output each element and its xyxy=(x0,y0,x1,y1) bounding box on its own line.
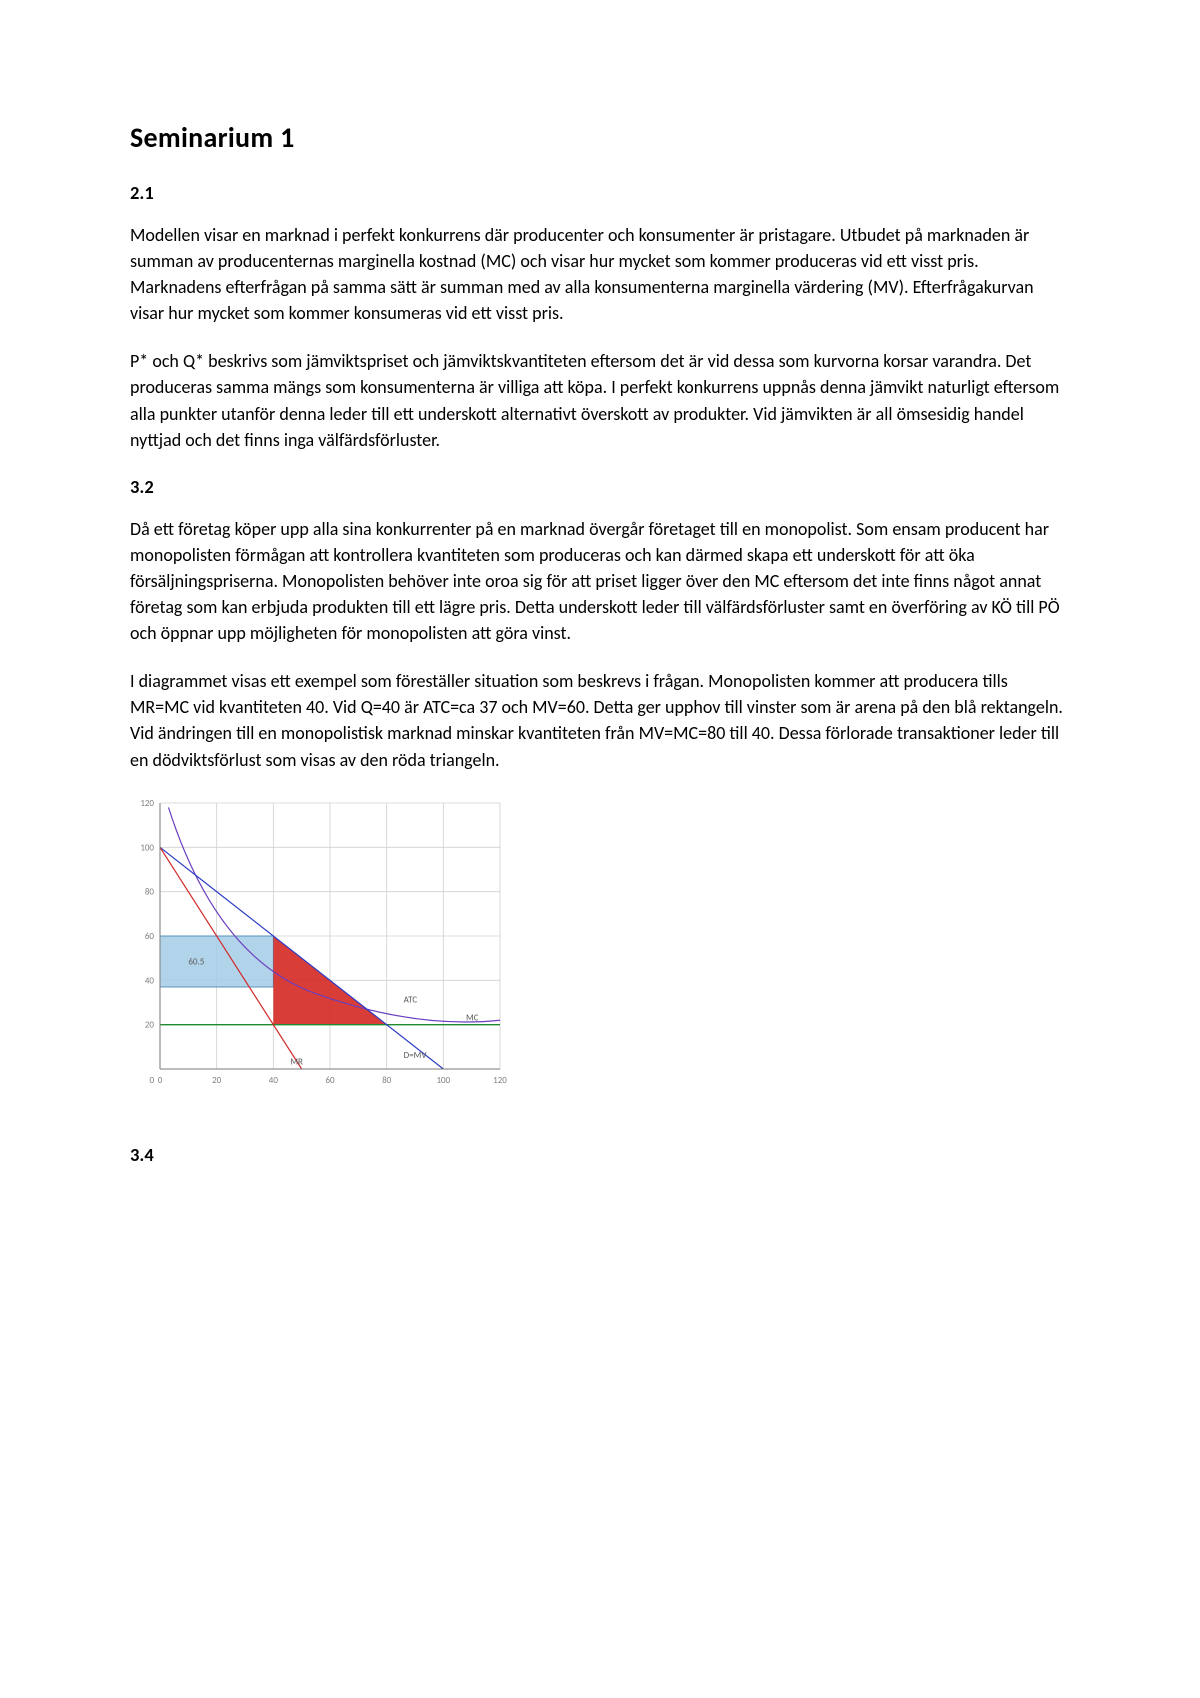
svg-text:20: 20 xyxy=(212,1075,222,1086)
monopoly-chart: 60.5MCATCD=MVMR0204060801001202040608010… xyxy=(130,795,1070,1095)
svg-text:D=MV: D=MV xyxy=(404,1050,428,1061)
heading-3-4: 3.4 xyxy=(130,1143,1070,1166)
svg-text:MR: MR xyxy=(290,1056,303,1067)
paragraph-3: Då ett företag köper upp alla sina konku… xyxy=(130,516,1070,646)
page-title: Seminarium 1 xyxy=(130,120,1070,155)
svg-text:20: 20 xyxy=(145,1019,155,1030)
svg-text:60: 60 xyxy=(325,1075,335,1086)
svg-text:40: 40 xyxy=(269,1075,279,1086)
heading-3-2: 3.2 xyxy=(130,475,1070,498)
svg-text:100: 100 xyxy=(140,842,154,853)
svg-text:120: 120 xyxy=(493,1075,507,1086)
paragraph-1: Modellen visar en marknad i perfekt konk… xyxy=(130,222,1070,326)
heading-2-1: 2.1 xyxy=(130,181,1070,204)
svg-text:120: 120 xyxy=(140,798,154,809)
svg-text:40: 40 xyxy=(145,975,155,986)
svg-text:80: 80 xyxy=(145,886,155,897)
svg-text:60: 60 xyxy=(145,931,155,942)
svg-text:100: 100 xyxy=(436,1075,450,1086)
paragraph-4: I diagrammet visas ett exempel som föres… xyxy=(130,668,1070,772)
svg-text:60.5: 60.5 xyxy=(188,956,204,967)
paragraph-2: P* och Q* beskrivs som jämviktspriset oc… xyxy=(130,348,1070,452)
svg-text:80: 80 xyxy=(382,1075,392,1086)
svg-text:0: 0 xyxy=(158,1075,163,1086)
svg-text:0: 0 xyxy=(149,1075,154,1086)
document-page: Seminarium 1 2.1 Modellen visar en markn… xyxy=(0,0,1200,1698)
svg-text:ATC: ATC xyxy=(404,994,418,1005)
